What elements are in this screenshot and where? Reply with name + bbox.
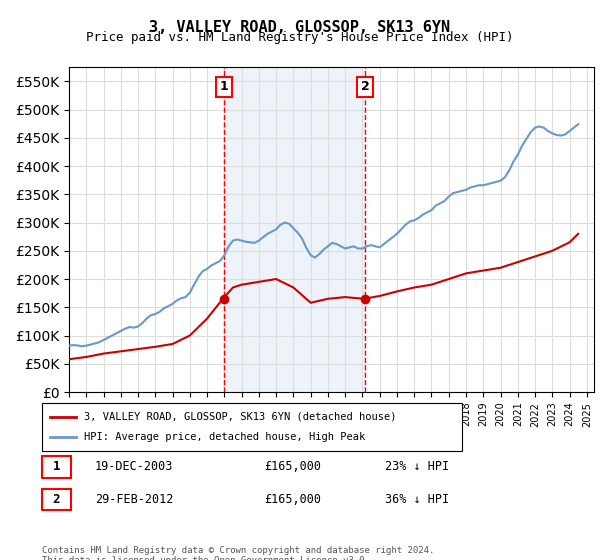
Text: 1: 1 <box>53 460 60 473</box>
Text: £165,000: £165,000 <box>264 460 321 473</box>
FancyBboxPatch shape <box>42 403 462 451</box>
Text: 29-FEB-2012: 29-FEB-2012 <box>95 493 173 506</box>
Text: HPI: Average price, detached house, High Peak: HPI: Average price, detached house, High… <box>84 432 365 442</box>
FancyBboxPatch shape <box>42 488 71 510</box>
FancyBboxPatch shape <box>42 456 71 478</box>
Text: 2: 2 <box>53 493 60 506</box>
Text: 3, VALLEY ROAD, GLOSSOP, SK13 6YN (detached house): 3, VALLEY ROAD, GLOSSOP, SK13 6YN (detac… <box>84 412 397 422</box>
Text: £165,000: £165,000 <box>264 493 321 506</box>
Text: 19-DEC-2003: 19-DEC-2003 <box>95 460 173 473</box>
Text: Price paid vs. HM Land Registry's House Price Index (HPI): Price paid vs. HM Land Registry's House … <box>86 31 514 44</box>
Bar <box>224 67 365 392</box>
Text: Contains HM Land Registry data © Crown copyright and database right 2024.
This d: Contains HM Land Registry data © Crown c… <box>42 546 434 560</box>
Text: 36% ↓ HPI: 36% ↓ HPI <box>385 493 449 506</box>
Text: 2: 2 <box>361 81 370 94</box>
Text: 23% ↓ HPI: 23% ↓ HPI <box>385 460 449 473</box>
Text: 1: 1 <box>220 81 228 94</box>
Text: 3, VALLEY ROAD, GLOSSOP, SK13 6YN: 3, VALLEY ROAD, GLOSSOP, SK13 6YN <box>149 20 451 35</box>
